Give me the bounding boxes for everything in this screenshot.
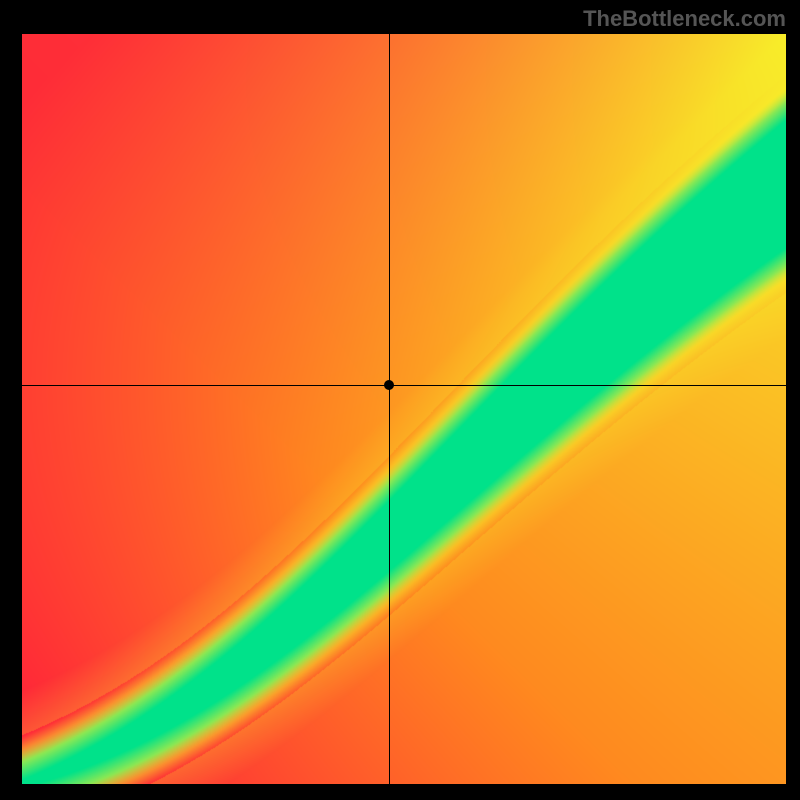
bottleneck-heatmap (22, 34, 786, 784)
watermark-text: TheBottleneck.com (583, 6, 786, 32)
chart-container: TheBottleneck.com (0, 0, 800, 800)
crosshair-horizontal (22, 385, 786, 386)
crosshair-vertical (389, 34, 390, 784)
crosshair-marker (384, 380, 394, 390)
